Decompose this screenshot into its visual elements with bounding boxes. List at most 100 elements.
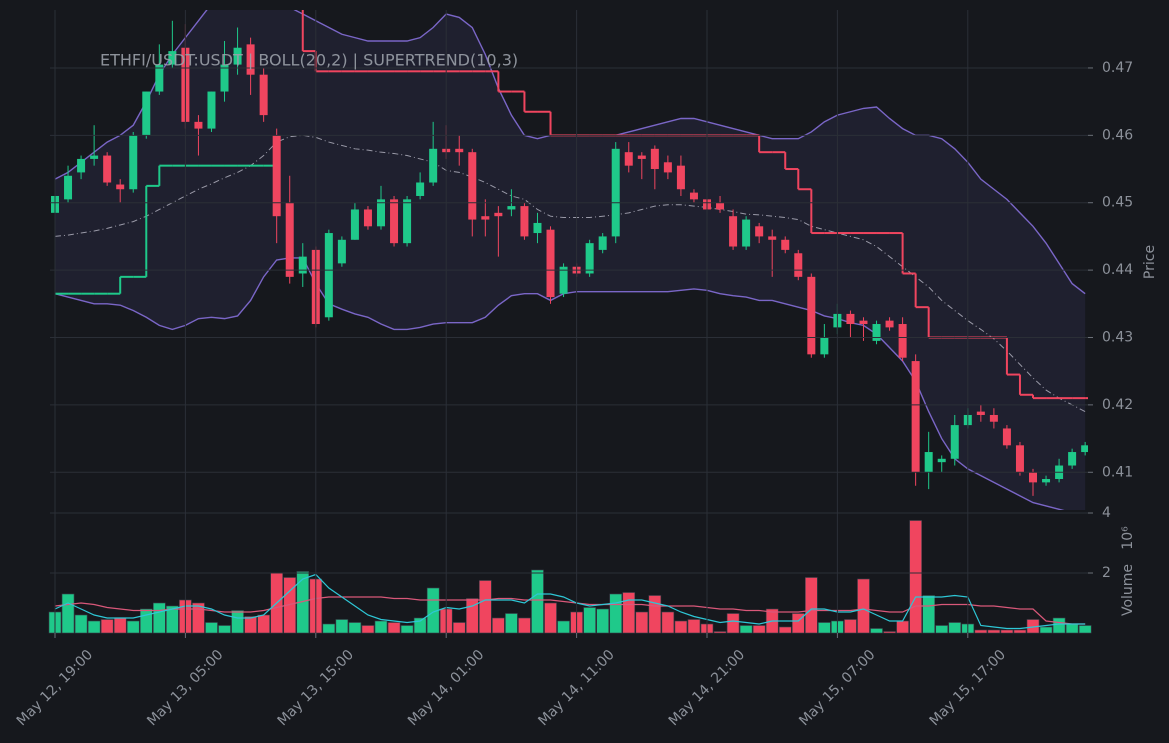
- candle-body: [729, 216, 738, 247]
- candle-body: [559, 266, 568, 294]
- candle-body: [259, 74, 268, 116]
- volume-bar: [635, 611, 649, 634]
- candle-body: [416, 182, 425, 196]
- candle-body: [637, 155, 646, 159]
- volume-bar: [374, 620, 388, 634]
- volume-bar: [153, 602, 166, 634]
- candle-body: [755, 226, 764, 237]
- volume-bar: [687, 619, 701, 634]
- candle-body: [429, 148, 438, 183]
- volume-bar: [348, 622, 362, 634]
- volume-bar: [974, 629, 988, 634]
- candle-body: [820, 337, 829, 355]
- volume-bar: [752, 625, 766, 634]
- volume-bar: [1078, 625, 1092, 634]
- candle-body: [155, 64, 164, 92]
- volume-bar: [361, 625, 375, 634]
- candle-body: [455, 148, 464, 153]
- candle-body: [481, 216, 490, 220]
- candle-body: [520, 206, 529, 237]
- y-tick-label: 0.42: [1102, 397, 1133, 413]
- candle-body: [168, 51, 177, 65]
- candle-body: [90, 155, 99, 159]
- volume-bar: [583, 607, 596, 634]
- volume-bar: [218, 625, 231, 634]
- candle-body: [716, 202, 725, 210]
- candle-body: [220, 64, 229, 92]
- volume-bar: [1052, 617, 1066, 634]
- y-tick-label: 0.45: [1102, 195, 1133, 211]
- candle-body: [363, 209, 372, 227]
- candle-body: [324, 233, 333, 318]
- candle-body: [911, 361, 920, 473]
- candle-body: [976, 411, 985, 415]
- volume-bar: [857, 578, 870, 634]
- volume-bar: [74, 614, 88, 634]
- candle-body: [194, 121, 203, 129]
- candle-body: [1081, 445, 1088, 453]
- volume-bar: [805, 577, 818, 634]
- candle-body: [768, 236, 777, 240]
- candle-body: [507, 206, 516, 210]
- volume-bar: [492, 617, 505, 634]
- candle-body: [624, 152, 633, 166]
- volume-bar: [452, 622, 466, 634]
- chart-title: ETHFI/USDT:USDT | BOLL(20,2) | SUPERTREN…: [100, 51, 518, 70]
- volume-bar: [231, 610, 244, 634]
- volume-bar: [713, 631, 727, 634]
- candle-body: [272, 135, 281, 217]
- y-tick-label: 0.43: [1102, 329, 1133, 345]
- volume-bar: [166, 605, 179, 634]
- candle-body: [1029, 472, 1037, 483]
- candle-body: [742, 219, 751, 247]
- candle-body: [377, 199, 385, 227]
- volume-bar: [648, 595, 662, 634]
- volume-bar: [244, 616, 257, 634]
- candle-body: [1042, 479, 1051, 483]
- volume-bar: [557, 620, 570, 634]
- candle-body: [781, 239, 790, 250]
- candle-body: [403, 199, 412, 244]
- volume-bar: [335, 619, 349, 634]
- volume-bar: [883, 631, 896, 634]
- volume-bar: [61, 593, 75, 634]
- candle-body: [924, 452, 933, 473]
- candle-body: [116, 184, 125, 190]
- volume-panel: [48, 520, 1092, 634]
- volume-bar: [1013, 629, 1027, 634]
- volume-bar: [896, 620, 909, 634]
- volume-bar: [126, 620, 140, 634]
- volume-bar: [544, 602, 557, 634]
- y-tick-label: 0.47: [1102, 60, 1133, 76]
- candle-body: [794, 253, 803, 277]
- volume-bar: [387, 622, 401, 634]
- y-tick-label: 0.41: [1102, 464, 1133, 480]
- candle-body: [872, 324, 881, 341]
- volume-bar: [479, 580, 492, 634]
- boll-middle: [54, 134, 1086, 413]
- y-tick-label: 0.44: [1102, 262, 1133, 278]
- candle-body: [246, 44, 255, 75]
- candle-body: [298, 256, 307, 274]
- candle-body: [950, 425, 959, 459]
- volume-bar: [100, 619, 114, 634]
- candle-body: [1068, 452, 1077, 466]
- candle-body: [898, 324, 907, 358]
- candle-body: [533, 222, 542, 234]
- volume-bar: [909, 520, 922, 634]
- volume-bar: [948, 622, 962, 634]
- volume-bar: [413, 617, 427, 634]
- volume-bar: [1000, 629, 1014, 634]
- candle-body: [64, 175, 73, 200]
- volume-bar: [1039, 626, 1053, 634]
- volume-bar: [87, 620, 101, 634]
- candle-body: [937, 458, 946, 463]
- candle-body: [689, 192, 698, 200]
- volume-bar: [661, 611, 675, 634]
- volume-bar: [322, 623, 336, 634]
- candle-body: [129, 135, 138, 190]
- candle-body: [598, 236, 607, 250]
- volume-y-tick-label: 2: [1102, 565, 1111, 581]
- volume-bar: [870, 628, 883, 634]
